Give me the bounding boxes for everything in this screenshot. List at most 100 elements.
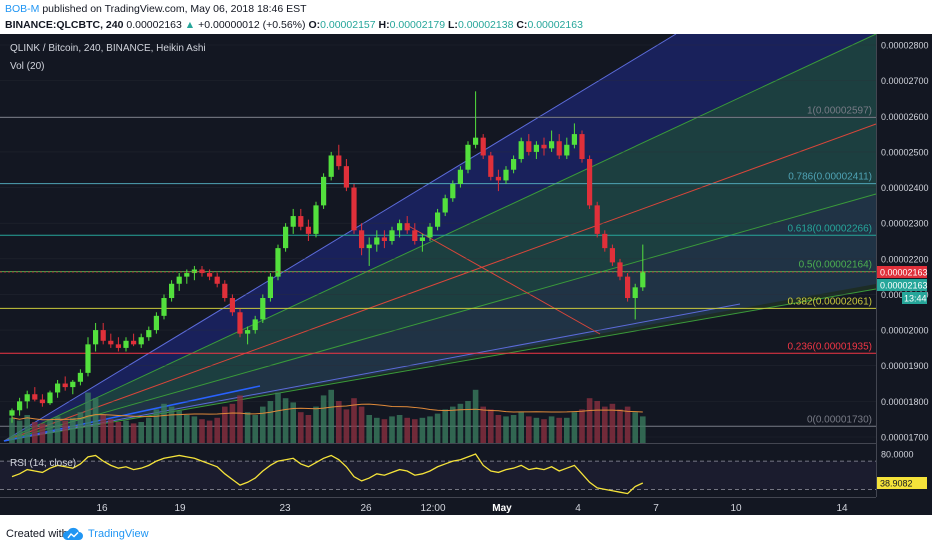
candle-body (343, 166, 349, 188)
candle-body (184, 273, 190, 277)
candle-body (473, 137, 479, 145)
volume-bar (564, 417, 570, 443)
candle-body (587, 159, 593, 206)
candle-body (336, 155, 342, 167)
volume-bar (252, 415, 258, 443)
candle-body (328, 155, 334, 177)
volume-bar (586, 398, 593, 443)
candle-body (237, 312, 243, 334)
candle-body (511, 159, 517, 170)
candle-body (465, 144, 471, 170)
volume-bar (548, 416, 555, 443)
price-tick-label: 0.00002500 (881, 147, 929, 157)
volume-bar (434, 413, 441, 443)
volume-bar (427, 416, 433, 443)
volume-bar (9, 417, 15, 443)
candle-body (298, 216, 304, 227)
volume-bar (62, 420, 68, 443)
close-label: C: (516, 19, 528, 31)
volume-bar (206, 420, 213, 443)
price-tick-label: 0.00002700 (881, 76, 929, 86)
volume-bar (260, 406, 266, 443)
candle-body (404, 223, 410, 231)
volume-legend: Vol (20) (10, 61, 45, 72)
candle-body (62, 383, 68, 388)
volume-bar (526, 416, 532, 443)
candle-body (191, 269, 197, 274)
volume-bar (168, 406, 175, 443)
candle-body (488, 155, 494, 177)
volume-bar (518, 412, 524, 443)
volume-bar (214, 417, 220, 443)
volume-bar (130, 423, 137, 443)
rsi-legend: RSI (14, close) (10, 458, 77, 469)
chart-canvas[interactable]: 0.00002800 0.00002700 0.00002600 0.00002500… (0, 34, 932, 515)
candle-body (549, 141, 555, 149)
candle-body (207, 273, 213, 277)
fan-line-2 (3, 34, 877, 442)
rsi-line (11, 453, 644, 495)
price-tick-label: 0.00002300 (881, 219, 929, 229)
volume-bar (320, 395, 327, 443)
author-link[interactable]: BOB-M (5, 3, 40, 15)
candle-body (55, 383, 61, 393)
candle-body (381, 237, 387, 241)
candle-body (138, 337, 144, 345)
high-label: H: (378, 19, 390, 31)
last-price-badge (877, 266, 927, 279)
footer: Created with TradingView (0, 515, 932, 550)
volume-bar (336, 401, 342, 443)
volume-bar (594, 401, 600, 443)
rsi-pane (0, 444, 876, 497)
candle-body (123, 340, 129, 348)
volume-bar (328, 389, 334, 443)
candle-body (153, 315, 159, 331)
low-label: L: (448, 19, 458, 31)
candle-body (632, 287, 638, 299)
time-tick-label: 10 (730, 503, 742, 514)
candle-body (359, 230, 365, 249)
candle-body (115, 344, 121, 348)
volume-bar (374, 417, 380, 443)
candle-body (283, 226, 289, 249)
volume-bar (70, 417, 76, 443)
time-tick-label: 12:00 (420, 503, 445, 514)
published-text: published on TradingView.com, May 06, 20… (42, 3, 307, 15)
candle-body (176, 276, 182, 284)
candle-body (321, 176, 327, 206)
low-value: 0.00002138 (457, 19, 514, 31)
candle-body (229, 298, 235, 313)
volume-bar (602, 406, 608, 443)
candle-body (419, 237, 425, 241)
price-tick-label: 0.00001800 (881, 397, 929, 407)
candle-body (9, 410, 15, 416)
volume-bar (472, 389, 479, 443)
volume-bar (275, 392, 281, 443)
candle-body (222, 283, 228, 299)
volume-bar (457, 403, 464, 443)
volume-bar (16, 420, 23, 443)
volume-bar (305, 415, 312, 443)
candle-body (313, 205, 319, 234)
volume-bar (199, 419, 205, 443)
candle-body (351, 187, 357, 231)
volume-bar (290, 402, 296, 443)
candle-body (366, 244, 372, 249)
volume-bar (184, 415, 190, 443)
time-tick-label: 7 (653, 503, 659, 514)
volume-ma-line (11, 403, 643, 421)
candle-body (199, 269, 205, 274)
volume-bar (351, 398, 357, 443)
candle-body (427, 226, 433, 238)
volume-bar (146, 417, 152, 443)
candle-body (541, 144, 547, 149)
ohlc-readout: BINANCE:QLCBTC, 240 0.00002163 ▲ +0.0000… (5, 19, 583, 31)
volume-bar (237, 395, 243, 443)
header: BOB-M published on TradingView.com, May … (0, 0, 932, 34)
price-tick-label: 0.00001700 (881, 433, 929, 443)
tradingview-brand[interactable]: TradingView (88, 528, 149, 540)
chart-area[interactable]: 0.00002800 0.00002700 0.00002600 0.00002500… (0, 34, 932, 515)
candle-body (131, 340, 137, 345)
countdown-badge (902, 292, 927, 305)
time-tick-label: 19 (174, 503, 186, 514)
